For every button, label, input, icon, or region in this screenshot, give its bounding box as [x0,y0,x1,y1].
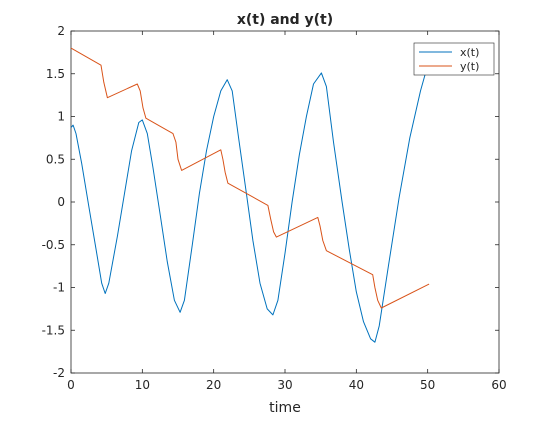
y-tick-label: 0.5 [46,152,65,166]
x-axis-label: time [269,400,301,416]
legend[interactable]: x(t)y(t) [413,42,495,76]
x-tick-label: 30 [277,378,292,392]
plot-background [71,31,499,373]
y-tick-label: 2 [57,24,65,38]
x-tick-label: 40 [349,378,364,392]
series-line-x [70,60,432,343]
y-tick-label: -1 [53,281,65,295]
x-tick-label: 50 [420,378,435,392]
y-axis-ticks: -2 -1.5 -1 -0.5 0 0.5 1 1.5 2 [42,24,499,380]
x-tick-label: 60 [491,378,506,392]
y-tick-label: 0 [57,195,65,209]
x-axis-ticks: 0 10 20 30 40 50 60 [67,31,507,392]
y-tick-label: -1.5 [42,323,65,337]
x-tick-label: 20 [206,378,221,392]
chart-title: x(t) and y(t) [237,12,333,28]
y-tick-label: -2 [53,366,65,380]
y-tick-label: 1.5 [46,67,65,81]
series-line-y [70,47,430,309]
legend-label-y: y(t) [460,60,479,73]
series-layer [70,47,432,343]
x-tick-label: 10 [135,378,150,392]
y-tick-label: 1 [57,110,65,124]
y-tick-label: -0.5 [42,238,65,252]
legend-box [413,42,495,76]
legend-label-x: x(t) [460,46,479,59]
plot-area [70,30,500,374]
x-tick-label: 0 [67,378,75,392]
